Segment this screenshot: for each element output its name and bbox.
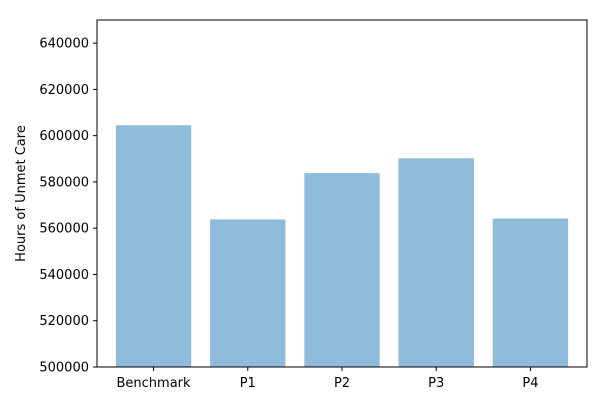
bar-benchmark [115,125,192,367]
x-tick-label: P4 [522,376,538,391]
y-tick-label: 640000 [39,37,89,52]
bars-layer [115,125,569,367]
x-axis-ticks: Benchmark P1 P2 P3 P4 [117,367,539,391]
y-axis-label: Hours of Unmet Care [14,125,29,262]
x-tick-label: P2 [334,376,350,391]
x-tick-label: Benchmark [117,376,192,391]
x-tick-label: P1 [240,376,256,391]
bar-p3 [398,158,474,367]
y-tick-label: 500000 [39,361,89,376]
y-axis-ticks: 500000 520000 540000 560000 580000 600000 6200… [39,37,97,376]
bar-p4 [492,218,569,367]
y-tick-label: 600000 [39,129,89,144]
y-tick-label: 560000 [39,222,89,237]
bar-p1 [210,219,286,367]
y-tick-label: 520000 [39,314,89,329]
x-tick-label: P3 [428,376,444,391]
plot-frame [96,19,588,368]
y-tick-label: 580000 [39,175,89,190]
y-tick-label: 620000 [39,83,89,98]
bar-p2 [304,173,380,367]
y-tick-label: 540000 [39,268,89,283]
